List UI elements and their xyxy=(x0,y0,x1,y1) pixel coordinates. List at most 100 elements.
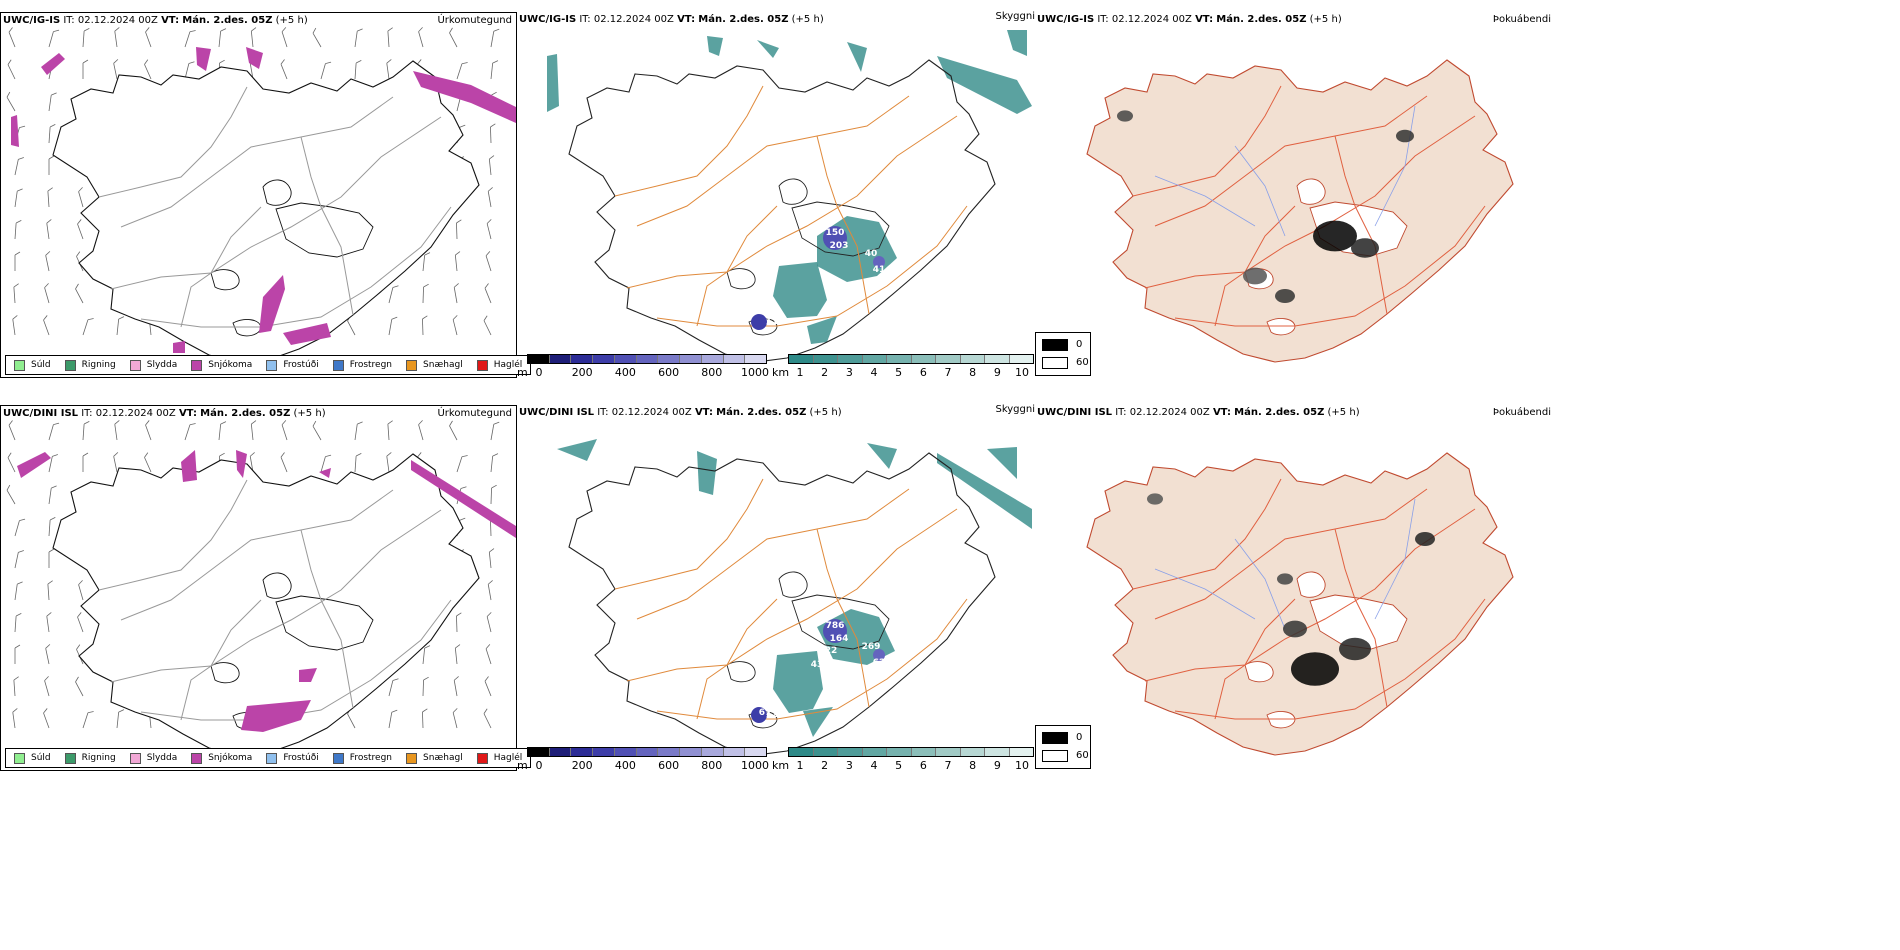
road-line xyxy=(98,479,248,591)
snow-precip-area xyxy=(319,468,331,478)
visibility-value-label: 22 xyxy=(825,646,838,656)
road-line xyxy=(140,599,452,721)
wind-barb-icon xyxy=(48,485,57,505)
fog-indicator-panel: 0 60 UWC/IG-IS IT: 02.12.2024 00Z VT: Má… xyxy=(1035,12,1553,397)
wind-barb-icon xyxy=(320,61,332,80)
wind-barb-icon xyxy=(386,452,392,473)
colorbar-unit: km xyxy=(772,759,790,772)
wind-barb-icon xyxy=(422,315,428,336)
road-line xyxy=(816,528,870,708)
legend-item-snæhagl: Snæhagl xyxy=(406,752,463,764)
colorbar-tick-label: 3 xyxy=(845,759,853,772)
visibility-value-label: 40 xyxy=(865,249,878,259)
iceland-coastline xyxy=(52,453,480,757)
wind-barb-icon xyxy=(48,29,60,48)
height-patch xyxy=(873,256,885,268)
road-line xyxy=(626,508,958,682)
panel-header: UWC/DINI ISL IT: 02.12.2024 00Z VT: Mán.… xyxy=(3,408,326,419)
road-line xyxy=(140,206,452,328)
wind-barb-icon xyxy=(14,518,26,537)
colorbar-tick-label: 5 xyxy=(895,366,903,379)
glacier-outline xyxy=(1296,178,1326,205)
legend-swatch xyxy=(64,359,76,371)
wind-barb-icon xyxy=(388,285,399,304)
panel-header: UWC/IG-IS IT: 02.12.2024 00Z VT: Mán. 2.… xyxy=(519,14,824,25)
iceland-coastline xyxy=(568,452,996,756)
wind-barb-icon xyxy=(453,676,459,697)
legend-label: Frostregn xyxy=(349,360,393,370)
wind-barb-icon xyxy=(43,315,50,336)
legend-label: Snæhagl xyxy=(423,360,463,370)
visibility-colorbar: km 1 2 3 4 5 6 7 8 9 10 xyxy=(772,354,1037,384)
colorbar-tick-label: 7 xyxy=(944,366,952,379)
road-line xyxy=(1334,135,1388,315)
colorbar-cell xyxy=(701,355,724,363)
wind-barb-icon xyxy=(388,678,399,697)
legend-item-snæhagl: Snæhagl xyxy=(406,359,463,371)
colorbar-cell xyxy=(571,355,594,363)
wind-barb-icon xyxy=(48,517,56,537)
colorbar-cell xyxy=(936,355,961,363)
wind-barb-icon xyxy=(12,315,18,336)
wind-barb-icon xyxy=(484,283,492,304)
wind-barb-icon xyxy=(422,252,431,272)
colorbar-cell xyxy=(614,355,637,363)
fog-indicator-area xyxy=(1291,652,1339,686)
legend-label: Haglél xyxy=(493,753,523,763)
wind-barb-icon xyxy=(114,420,120,441)
wind-barb-icon xyxy=(75,283,84,304)
road-line xyxy=(1214,598,1296,720)
panel-title: Úrkomutegund xyxy=(437,15,512,26)
height-patch xyxy=(823,619,847,643)
fog-map[interactable] xyxy=(1035,26,1553,366)
wind-barb-icon xyxy=(113,452,119,473)
wind-barb-icon xyxy=(485,644,492,665)
wind-barb-icon xyxy=(75,676,84,697)
legend-label: Snjókoma xyxy=(208,753,253,763)
visibility-colorbar: km 1 2 3 4 5 6 7 8 9 10 xyxy=(772,747,1037,777)
visibility-panel: UWC/DINI ISL IT: 02.12.2024 00Z VT: Mán.… xyxy=(517,404,1037,790)
visibility-value-label: 120 xyxy=(766,710,785,720)
legend-label: Snæhagl xyxy=(423,753,463,763)
wind-barb-icon xyxy=(456,219,462,240)
precip-map[interactable] xyxy=(1,27,516,367)
wind-barb-icon xyxy=(488,155,495,176)
fog-indicator-area xyxy=(1313,220,1357,252)
wind-barb-icon xyxy=(116,709,125,729)
wind-barb-icon xyxy=(453,283,459,304)
wind-barb-icon xyxy=(46,612,52,633)
wind-barb-icon xyxy=(490,28,500,48)
colorbar-cell xyxy=(745,355,767,363)
wind-barb-icon xyxy=(45,251,51,272)
wind-barb-icon xyxy=(487,580,493,601)
visibility-map[interactable]: 150 203 40 41 110 xyxy=(517,26,1035,366)
wind-barb-icon xyxy=(48,454,58,473)
legend-label: Rigning xyxy=(81,360,116,370)
height-patch xyxy=(823,226,847,250)
wind-barb-icon xyxy=(249,452,255,473)
visibility-value-label: 203 xyxy=(830,241,849,251)
colorbar-unit: m xyxy=(517,759,528,772)
low-visibility-area xyxy=(557,439,597,461)
wind-barb-icon xyxy=(82,421,90,441)
glacier-outline xyxy=(1296,571,1326,598)
colorbar-tick-label: 8 xyxy=(969,366,977,379)
colorbar-cell xyxy=(593,355,615,363)
fog-map[interactable] xyxy=(1035,419,1553,759)
river-line xyxy=(1374,498,1416,620)
river-line xyxy=(1374,105,1416,227)
legend-label: Slydda xyxy=(146,360,178,370)
low-visibility-area xyxy=(773,651,823,713)
colorbar-unit: km xyxy=(772,366,790,379)
wind-barb-icon xyxy=(78,187,84,208)
legend-swatch xyxy=(129,752,141,764)
wind-barb-icon xyxy=(14,613,22,633)
precip-map[interactable] xyxy=(1,420,516,760)
wind-barb-icon xyxy=(487,187,493,208)
low-visibility-area xyxy=(1007,30,1027,56)
visibility-panel: UWC/IG-IS IT: 02.12.2024 00Z VT: Mán. 2.… xyxy=(517,11,1037,397)
wind-barb-icon xyxy=(145,27,152,48)
road-line xyxy=(696,598,778,720)
precip-type-panel: UWC/IG-IS IT: 02.12.2024 00Z VT: Mán. 2.… xyxy=(0,12,532,378)
